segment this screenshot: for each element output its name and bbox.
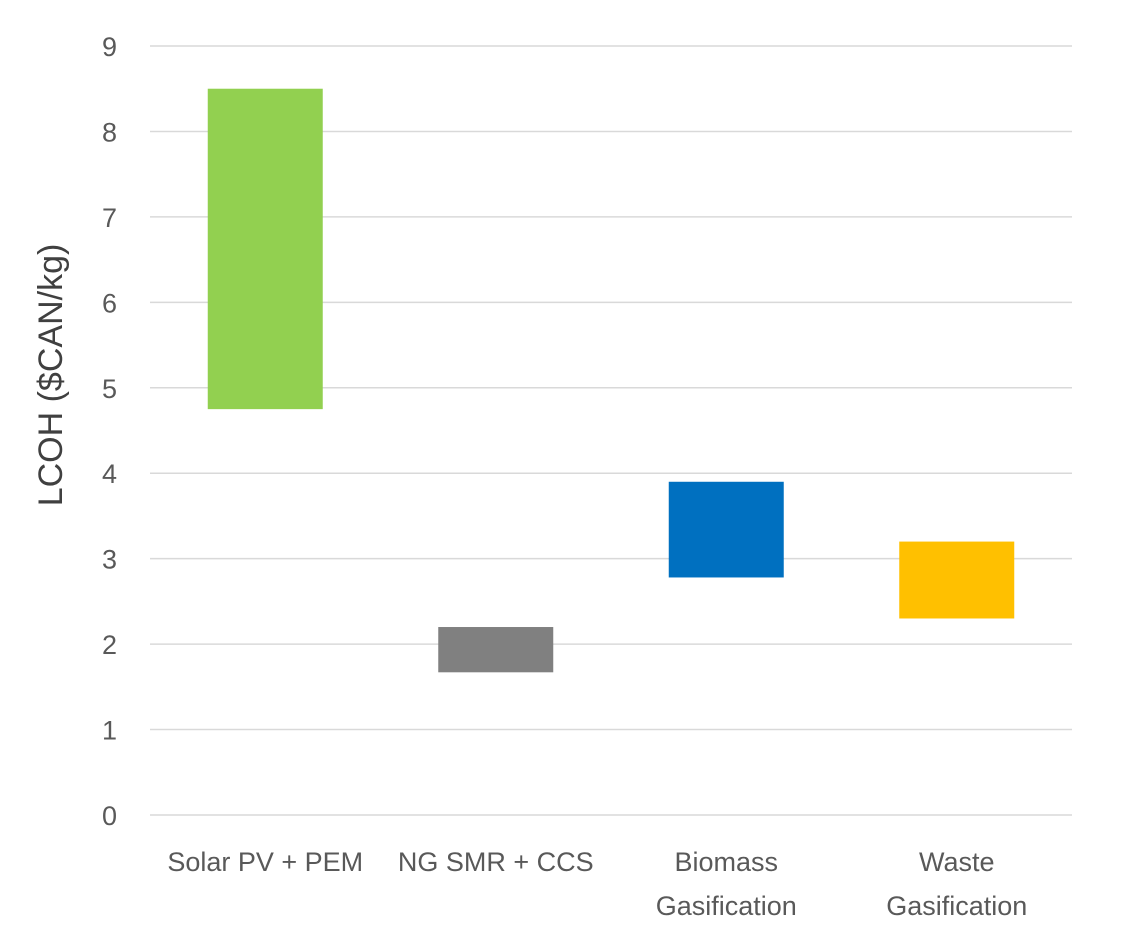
x-category-label-4-line-2: Gasification xyxy=(886,891,1027,921)
x-category-label-3-line-1: Biomass xyxy=(674,847,778,877)
y-tick-label-1: 1 xyxy=(102,716,117,746)
y-axis-title: LCOH ($CAN/kg) xyxy=(32,244,70,507)
x-category-label-2-line-1: NG SMR + CCS xyxy=(398,847,594,877)
y-tick-label-8: 8 xyxy=(102,117,117,147)
y-tick-label-6: 6 xyxy=(102,288,117,318)
range-bar-1 xyxy=(207,88,323,410)
x-category-label-3-line-2: Gasification xyxy=(656,891,797,921)
y-tick-label-0: 0 xyxy=(102,801,117,831)
x-category-label-1-line-1: Solar PV + PEM xyxy=(167,847,363,877)
y-tick-label-3: 3 xyxy=(102,545,117,575)
range-bar-3 xyxy=(668,481,784,578)
range-bars xyxy=(207,88,1015,673)
y-tick-label-9: 9 xyxy=(102,32,117,62)
range-bar-2 xyxy=(438,627,554,673)
y-tick-label-7: 7 xyxy=(102,203,117,233)
y-axis-tick-labels: 0 1 2 3 4 5 6 7 8 9 xyxy=(102,32,117,831)
y-tick-label-2: 2 xyxy=(102,630,117,660)
x-axis-category-labels: Solar PV + PEM NG SMR + CCS Biomass Gasific… xyxy=(167,847,1027,921)
x-category-label-4-line-1: Waste xyxy=(919,847,995,877)
y-tick-label-4: 4 xyxy=(102,459,117,489)
y-tick-label-5: 5 xyxy=(102,374,117,404)
range-bar-4 xyxy=(899,541,1015,619)
